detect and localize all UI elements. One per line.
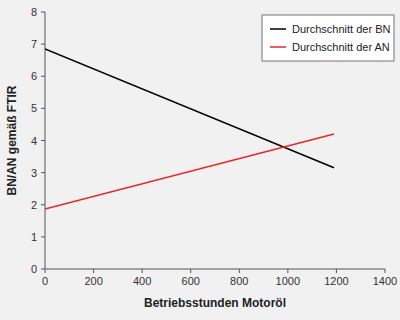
legend-label: Durchschnitt der AN [292, 41, 390, 53]
y-tick [41, 269, 45, 270]
chart: 0 1 2 3 4 5 6 7 8 0 200 400 600 800 1000 1200 1400 Betrie… [0, 0, 400, 320]
x-tick [45, 269, 46, 273]
y-tick [41, 76, 45, 77]
y-tick [41, 108, 45, 109]
y-tick [41, 140, 45, 141]
x-tick [142, 269, 143, 273]
y-tick [41, 236, 45, 237]
x-tick [287, 269, 288, 273]
legend-swatch [270, 46, 286, 48]
x-tick [239, 269, 240, 273]
y-axis-label: BN/AN gemäß FTIR [5, 85, 19, 195]
x-tick-label: 1200 [324, 275, 348, 287]
series-line [45, 134, 334, 209]
x-tick-label: 0 [42, 275, 48, 287]
plot-area [45, 49, 334, 209]
x-tick [93, 269, 94, 273]
y-tick-label: 7 [31, 38, 37, 50]
x-tick-label: 200 [84, 275, 102, 287]
x-tick-label: 800 [230, 275, 248, 287]
legend-box [262, 15, 394, 61]
x-tick-label: 600 [182, 275, 200, 287]
x-tick-label: 400 [133, 275, 151, 287]
y-tick [41, 44, 45, 45]
legend-swatch [270, 28, 286, 30]
x-tick [190, 269, 191, 273]
y-tick-label: 5 [31, 102, 37, 114]
x-axis-label: Betriebsstunden Motoröl [144, 296, 286, 310]
y-tick-label: 8 [31, 6, 37, 18]
y-tick-label: 3 [31, 167, 37, 179]
legend-label: Durchschnitt der BN [292, 23, 390, 35]
x-tick-label: 1400 [373, 275, 397, 287]
y-tick-label: 1 [31, 231, 37, 243]
y-tick [41, 172, 45, 173]
y-tick-label: 6 [31, 70, 37, 82]
y-tick-label: 4 [31, 135, 37, 147]
y-tick [41, 204, 45, 205]
x-axis [45, 269, 385, 270]
y-tick-label: 0 [31, 263, 37, 275]
x-tick [385, 269, 386, 273]
y-tick [41, 12, 45, 13]
x-tick-label: 1000 [276, 275, 300, 287]
series-line [45, 49, 334, 168]
y-tick-label: 2 [31, 199, 37, 211]
x-tick [336, 269, 337, 273]
